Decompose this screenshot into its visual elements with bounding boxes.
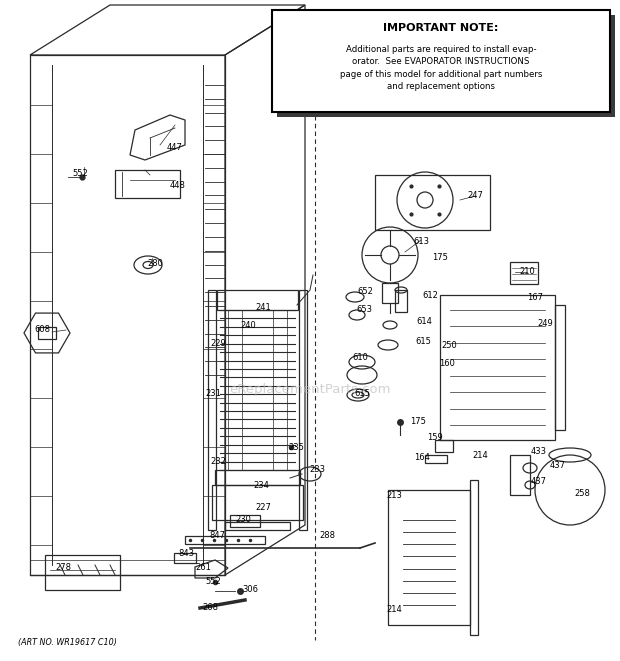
Bar: [38, 327, 56, 339]
Text: 437: 437: [550, 461, 566, 471]
Text: 447: 447: [167, 143, 183, 153]
Text: 241: 241: [255, 303, 271, 311]
Text: 230: 230: [235, 516, 251, 524]
Text: 278: 278: [55, 563, 71, 572]
Text: 652: 652: [357, 286, 373, 295]
Bar: [425, 455, 447, 463]
Bar: [277, 15, 615, 117]
Bar: [208, 290, 216, 530]
Text: 213: 213: [386, 490, 402, 500]
Text: 229: 229: [210, 340, 226, 348]
Bar: [510, 455, 530, 495]
Text: 159: 159: [427, 434, 443, 442]
Text: 232: 232: [210, 457, 226, 465]
Bar: [115, 170, 180, 198]
Bar: [299, 290, 307, 530]
Bar: [185, 536, 265, 544]
Bar: [215, 470, 300, 485]
Bar: [217, 290, 298, 310]
Bar: [225, 522, 290, 530]
Text: 653: 653: [356, 305, 372, 315]
Text: 613: 613: [413, 237, 429, 247]
Text: 249: 249: [537, 319, 553, 327]
Text: 210: 210: [519, 268, 535, 276]
Text: 614: 614: [416, 317, 432, 327]
Text: 437: 437: [531, 477, 547, 485]
Text: 175: 175: [410, 416, 426, 426]
Bar: [470, 480, 478, 635]
Text: 608: 608: [34, 325, 50, 334]
Text: 615: 615: [354, 389, 370, 397]
Text: 235: 235: [288, 444, 304, 453]
Text: 234: 234: [253, 481, 269, 490]
Text: 612: 612: [422, 292, 438, 301]
Text: 214: 214: [386, 605, 402, 615]
Bar: [555, 305, 565, 430]
Text: 240: 240: [240, 321, 256, 330]
Text: 615: 615: [415, 338, 431, 346]
Text: 610: 610: [352, 354, 368, 362]
Bar: [174, 553, 196, 563]
Bar: [395, 290, 407, 312]
Text: 268: 268: [202, 602, 218, 611]
Text: IMPORTANT NOTE:: IMPORTANT NOTE:: [383, 23, 498, 33]
Text: 261: 261: [195, 563, 211, 572]
Text: 214: 214: [472, 451, 488, 459]
Text: 227: 227: [255, 502, 271, 512]
Text: 448: 448: [170, 182, 186, 190]
Bar: [435, 440, 453, 452]
Text: 247: 247: [467, 192, 483, 200]
Bar: [212, 485, 303, 520]
Text: 175: 175: [432, 254, 448, 262]
Text: 164: 164: [414, 453, 430, 463]
Text: 288: 288: [319, 531, 335, 539]
Text: 847: 847: [209, 531, 225, 541]
Text: 250: 250: [441, 342, 457, 350]
Text: 160: 160: [439, 358, 455, 368]
Text: 233: 233: [309, 465, 325, 475]
Text: 258: 258: [574, 490, 590, 498]
Text: 433: 433: [531, 446, 547, 455]
Text: 552: 552: [205, 576, 221, 586]
Text: 306: 306: [242, 586, 258, 594]
Text: Additional parts are required to install evap-
orator.  See EVAPORATOR INSTRUCTI: Additional parts are required to install…: [340, 45, 542, 91]
Bar: [510, 262, 538, 284]
Bar: [382, 283, 398, 303]
Bar: [440, 295, 555, 440]
Text: 167: 167: [527, 293, 543, 303]
Text: 843: 843: [178, 549, 194, 557]
Bar: [230, 515, 260, 527]
Text: 231: 231: [205, 389, 221, 397]
Bar: [272, 10, 610, 112]
Text: 280: 280: [147, 260, 163, 268]
Bar: [375, 175, 490, 230]
Text: eReplacementParts.com: eReplacementParts.com: [229, 383, 391, 397]
Text: (ART NO. WR19617 C10): (ART NO. WR19617 C10): [18, 639, 117, 648]
Text: 552: 552: [72, 169, 88, 178]
Bar: [388, 490, 470, 625]
